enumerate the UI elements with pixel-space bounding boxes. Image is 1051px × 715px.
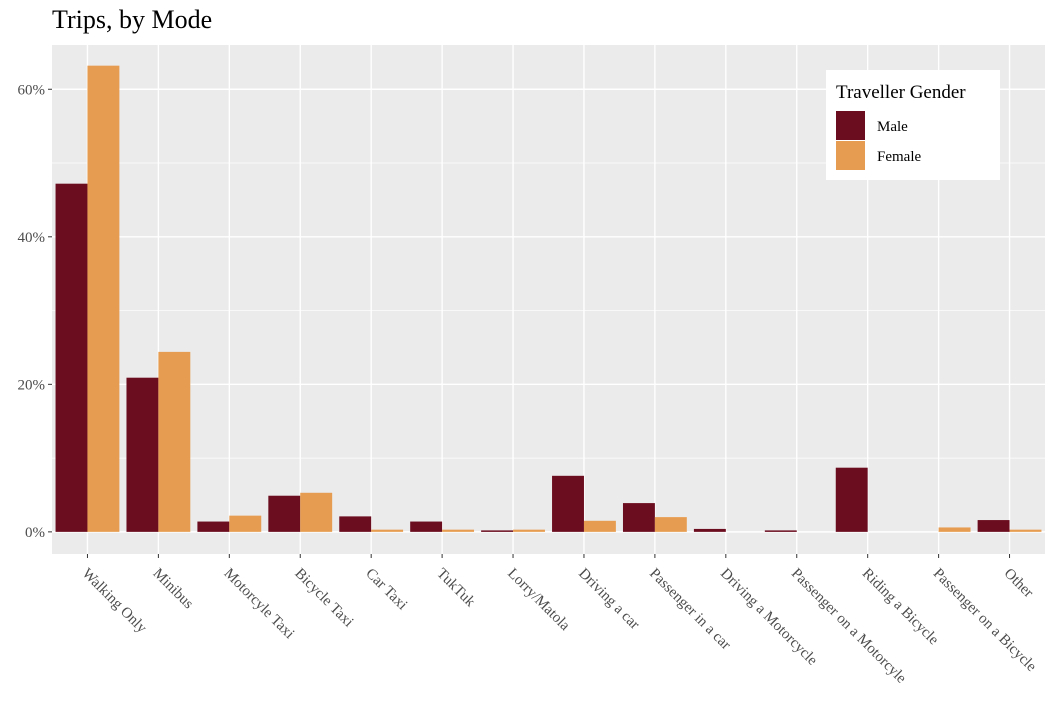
- bar-male-car-taxi: [339, 516, 372, 532]
- x-tick-label: Bicycle Taxi: [291, 566, 356, 631]
- bar-male-minibus: [126, 377, 159, 532]
- y-tick-label: 0%: [25, 525, 45, 541]
- bar-male-walking-only: [55, 183, 88, 532]
- x-tick-label: Driving a car: [575, 566, 642, 633]
- x-tick-label: Lorry/Matola: [504, 566, 573, 635]
- legend: Traveller Gender Male Female: [826, 70, 1000, 180]
- x-tick-label: Walking Only: [79, 566, 150, 637]
- bar-female-bicycle-taxi: [300, 492, 333, 532]
- bar-male-other: [977, 520, 1010, 532]
- y-tick-label: 40%: [18, 230, 46, 246]
- bar-female-tuktuk: [442, 529, 475, 532]
- bars: [55, 65, 1042, 532]
- bar-male-tuktuk: [410, 521, 443, 532]
- bar-female-driving-a-car: [583, 520, 616, 532]
- bar-female-walking-only: [87, 65, 120, 532]
- x-tick-label: Motorcyle Taxi: [220, 566, 297, 643]
- x-tick-label: TukTuk: [433, 566, 478, 611]
- bar-female-car-taxi: [371, 529, 404, 532]
- legend-key-female: [836, 141, 865, 170]
- bar-male-riding-a-bicycle: [835, 467, 868, 532]
- y-tick-label: 60%: [18, 82, 46, 98]
- bar-female-motorcyle-taxi: [229, 515, 262, 532]
- chart-title: Trips, by Mode: [52, 5, 212, 34]
- x-tick-label: Other: [1001, 566, 1036, 601]
- bar-male-driving-a-motorcycle: [693, 528, 726, 532]
- bar-female-lorry-matola: [513, 529, 545, 532]
- y-axis: 0% 20% 40% 60%: [18, 82, 52, 541]
- bar-male-bicycle-taxi: [268, 495, 301, 532]
- x-tick-label: Passenger on a Motorcyle: [788, 566, 909, 687]
- x-axis: Walking Only Minibus Motorcyle TaxiBicycle…: [79, 554, 1039, 687]
- bar-male-passenger-in-a-car: [622, 503, 655, 532]
- bar-female-minibus: [158, 351, 191, 532]
- legend-key-male: [836, 111, 865, 140]
- x-tick-label: Minibus: [150, 566, 197, 613]
- bar-female-passenger-on-a-bicycle: [938, 527, 971, 532]
- bar-female-passenger-in-a-car: [654, 517, 687, 532]
- bar-male-motorcyle-taxi: [197, 521, 230, 532]
- legend-label-male: Male: [877, 119, 908, 135]
- legend-label-female: Female: [877, 149, 921, 165]
- bar-female-other: [1009, 529, 1042, 532]
- bar-male-passenger-on-a-motorcyle: [764, 530, 797, 532]
- x-tick-label: Riding a Bicycle: [859, 566, 942, 649]
- y-tick-label: 20%: [18, 377, 46, 393]
- legend-title: Traveller Gender: [836, 82, 966, 103]
- bar-male-lorry-matola: [481, 530, 514, 532]
- bar-male-driving-a-car: [552, 475, 584, 532]
- x-tick-label: Car Taxi: [362, 566, 410, 614]
